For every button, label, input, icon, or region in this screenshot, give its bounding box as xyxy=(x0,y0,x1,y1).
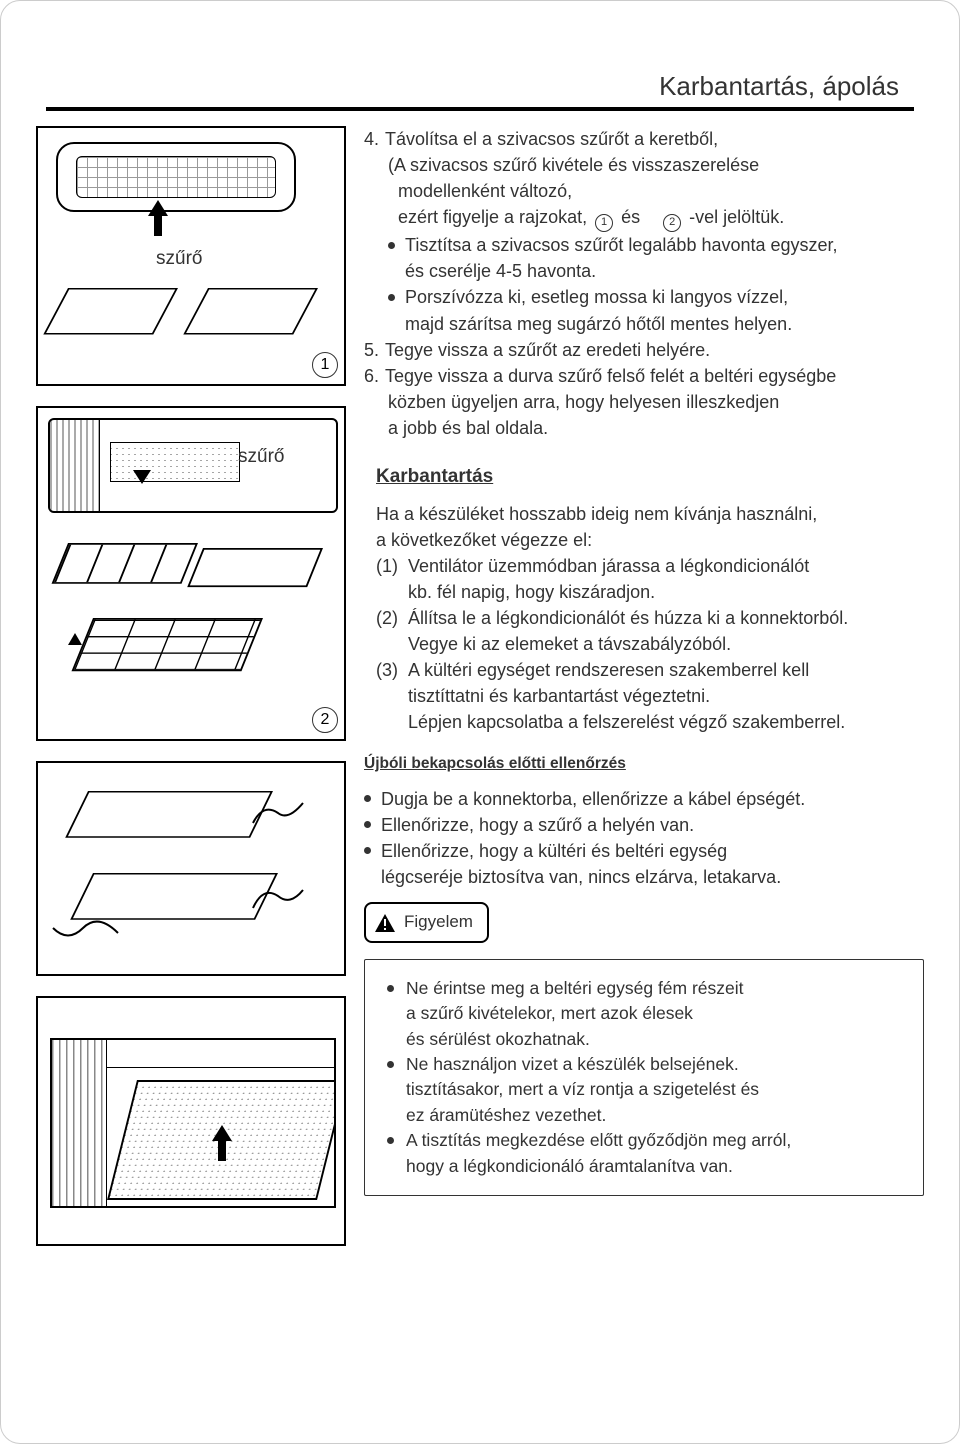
step-4-b2b: majd szárítsa meg sugárzó hőtől mentes h… xyxy=(405,311,924,337)
maint-n2-num: (2) xyxy=(376,605,408,631)
warn-w2b: tisztításakor, mert a víz rontja a szige… xyxy=(387,1077,907,1102)
step-4-line1: Távolítsa el a szivacsos szűrőt a keretb… xyxy=(385,126,718,152)
step-4-line4b: és xyxy=(621,207,640,227)
bullet-icon xyxy=(388,242,395,249)
page-title: Karbantartás, ápolás xyxy=(36,71,924,102)
step-6-line2: közben ügyeljen arra, hogy helyesen ille… xyxy=(364,389,924,415)
warn-w2a: Ne használjon vizet a készülék belsejéne… xyxy=(406,1052,907,1077)
inline-circ-2: 2 xyxy=(663,214,681,232)
step-4-line4a: ezért figyelje a rajzokat, xyxy=(398,207,587,227)
step-4-line3: modellenként változó, xyxy=(364,178,924,204)
step-4-b1a: Tisztítsa a szivacsos szűrőt legalább ha… xyxy=(405,232,924,258)
maintenance-body: Ha a készüléket hosszabb ideig nem kíván… xyxy=(364,501,924,736)
title-rule xyxy=(46,107,914,111)
warn-w3a: A tisztítás megkezdése előtt győződjön m… xyxy=(406,1128,907,1153)
bullet-icon xyxy=(364,795,371,802)
maint-n3a: A kültéri egységet rendszeresen szakembe… xyxy=(408,657,809,683)
warning-badge: Figyelem xyxy=(364,902,489,943)
precheck-list: Dugja be a konnektorba, ellenőrizze a ká… xyxy=(364,786,924,890)
figures-column: szűrő 1 szűrő xyxy=(36,126,346,1266)
maint-n1-num: (1) xyxy=(376,553,408,579)
maint-n2b: Vegye ki az elemeket a távszabályzóból. xyxy=(376,631,924,657)
content-columns: szűrő 1 szűrő xyxy=(36,126,924,1266)
maint-n3c: Lépjen kapcsolatba a felszerelést végző … xyxy=(376,709,924,735)
step-4-line4: ezért figyelje a rajzokat, 1 és 2 -vel j… xyxy=(364,204,924,232)
warning-label: Figyelem xyxy=(404,910,473,935)
step-4-num: 4. xyxy=(364,126,379,152)
figure-2-label: szűrő xyxy=(238,446,284,468)
maint-intro2: a következőket végezze el: xyxy=(376,527,924,553)
precheck-b3a: Ellenőrizze, hogy a kültéri és beltéri e… xyxy=(381,838,924,864)
figure-1-label: szűrő xyxy=(156,248,202,270)
warn-w3b: hogy a légkondicionáló áramtalanítva van… xyxy=(387,1154,907,1179)
step-4-b1b: és cserélje 4-5 havonta. xyxy=(405,258,924,284)
maint-n2a: Állítsa le a légkondicionálót és húzza k… xyxy=(408,605,848,631)
maintenance-title: Karbantartás xyxy=(376,463,924,491)
figure-3 xyxy=(36,761,346,976)
bullet-icon xyxy=(364,847,371,854)
precheck-b3b: légcseréje biztosítva van, nincs elzárva… xyxy=(364,864,924,890)
figure-1-number: 1 xyxy=(312,352,338,378)
maint-n1b: kb. fél napig, hogy kiszáradjon. xyxy=(376,579,924,605)
step-5-text: Tegye vissza a szűrőt az eredeti helyére… xyxy=(385,337,710,363)
step-6: 6. Tegye vissza a durva szűrő felső felé… xyxy=(364,363,924,389)
warn-w1c: és sérülést okozhatnak. xyxy=(387,1027,907,1052)
step-6-num: 6. xyxy=(364,363,379,389)
precheck-b1: Dugja be a konnektorba, ellenőrizze a ká… xyxy=(381,786,924,812)
warn-w1a: Ne érintse meg a beltéri egység fém rész… xyxy=(406,976,907,1001)
step-6-line3: a jobb és bal oldala. xyxy=(364,415,924,441)
text-column: 4. Távolítsa el a szivacsos szűrőt a ker… xyxy=(364,126,924,1266)
figure-2: szűrő 2 xyxy=(36,406,346,741)
precheck-b2: Ellenőrizze, hogy a szűrő a helyén van. xyxy=(381,812,924,838)
bullet-icon xyxy=(364,821,371,828)
step-4-line4c: -vel jelöltük. xyxy=(689,207,784,227)
bullet-icon xyxy=(387,1061,394,1068)
step-6-line1: Tegye vissza a durva szűrő felső felét a… xyxy=(385,363,836,389)
bullet-icon xyxy=(387,985,394,992)
step-5-num: 5. xyxy=(364,337,379,363)
step-4-bullet1: Tisztítsa a szivacsos szűrőt legalább ha… xyxy=(364,232,924,284)
maint-n3-num: (3) xyxy=(376,657,408,683)
step-4-line2: (A szivacsos szűrő kivétele és visszasze… xyxy=(364,152,924,178)
maint-intro1: Ha a készüléket hosszabb ideig nem kíván… xyxy=(376,501,924,527)
warn-w2c: ez áramütéshez vezethet. xyxy=(387,1103,907,1128)
precheck-title: Újbóli bekapcsolás előtti ellenőrzés xyxy=(364,753,924,775)
figure-4 xyxy=(36,996,346,1246)
step-4-bullet2: Porszívózza ki, esetleg mossa ki langyos… xyxy=(364,284,924,336)
warning-icon xyxy=(374,913,396,933)
step-4-b2a: Porszívózza ki, esetleg mossa ki langyos… xyxy=(405,284,924,310)
inline-circ-1: 1 xyxy=(595,214,613,232)
step-4: 4. Távolítsa el a szivacsos szűrőt a ker… xyxy=(364,126,924,152)
maint-n3b: tisztíttatni és karbantartást végeztetni… xyxy=(376,683,924,709)
page: Karbantartás, ápolás szűrő xyxy=(0,0,960,1444)
bullet-icon xyxy=(388,294,395,301)
maint-n1a: Ventilátor üzemmódban járassa a légkondi… xyxy=(408,553,809,579)
bullet-icon xyxy=(387,1137,394,1144)
figure-1: szűrő 1 xyxy=(36,126,346,386)
figure-2-number: 2 xyxy=(312,707,338,733)
warn-w1b: a szűrő kivételekor, mert azok élesek xyxy=(387,1001,907,1026)
step-5: 5. Tegye vissza a szűrőt az eredeti hely… xyxy=(364,337,924,363)
warning-box: Ne érintse meg a beltéri egység fém rész… xyxy=(364,959,924,1196)
